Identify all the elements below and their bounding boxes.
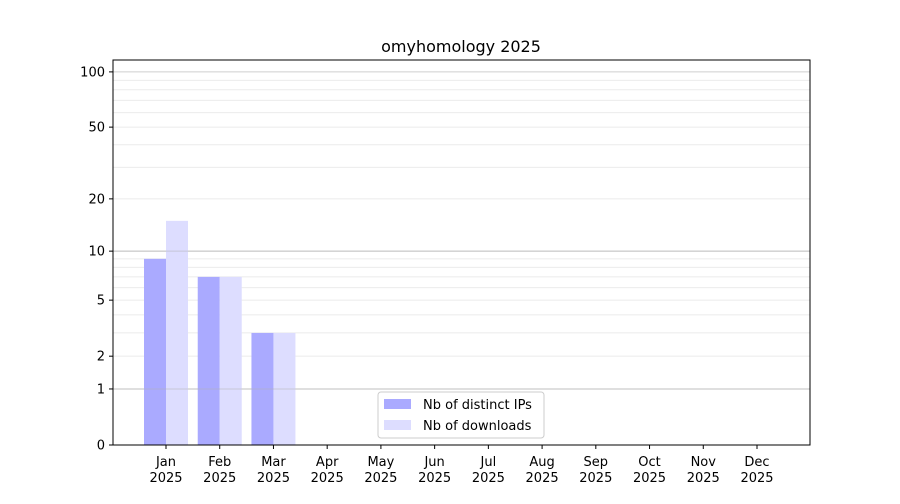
bar-distinct-ips bbox=[144, 258, 166, 445]
x-tick-label: 2025 bbox=[633, 471, 666, 486]
x-tick-label: Apr bbox=[316, 455, 339, 470]
y-tick-label: 100 bbox=[80, 65, 105, 80]
x-tick-label: 2025 bbox=[418, 471, 451, 486]
x-tick-label: 2025 bbox=[203, 471, 236, 486]
x-tick-label: 2025 bbox=[149, 471, 182, 486]
x-tick-label: Jun bbox=[423, 455, 444, 470]
x-tick-label: 2025 bbox=[740, 471, 773, 486]
x-tick-label: Aug bbox=[529, 455, 554, 470]
legend-label-downloads: Nb of downloads bbox=[423, 419, 532, 434]
x-tick-label: 2025 bbox=[311, 471, 344, 486]
x-tick-label: 2025 bbox=[526, 471, 559, 486]
y-tick-label: 20 bbox=[88, 192, 105, 207]
bar-downloads bbox=[166, 220, 188, 445]
y-tick-label: 0 bbox=[97, 439, 105, 454]
y-tick-label: 1 bbox=[97, 382, 105, 397]
x-tick-label: 2025 bbox=[257, 471, 290, 486]
x-tick-label: May bbox=[367, 455, 394, 470]
y-tick-label: 5 bbox=[97, 294, 105, 309]
chart-title: omyhomology 2025 bbox=[381, 37, 541, 56]
plot-frame bbox=[112, 59, 811, 446]
x-tick-label: Jul bbox=[480, 455, 497, 470]
bar-downloads bbox=[219, 276, 242, 445]
legend: Nb of distinct IPs Nb of downloads bbox=[377, 391, 545, 439]
x-tick-label: 2025 bbox=[687, 471, 720, 486]
x-tick-label: Jan bbox=[155, 455, 176, 470]
x-tick-label: Dec bbox=[744, 455, 769, 470]
x-tick-label: Feb bbox=[208, 455, 231, 470]
x-tick-label: 2025 bbox=[472, 471, 505, 486]
y-tick-label: 2 bbox=[97, 350, 105, 365]
x-tick-label: Oct bbox=[638, 455, 660, 470]
y-tick-label: 10 bbox=[88, 245, 105, 260]
x-tick-label: Mar bbox=[261, 455, 286, 470]
legend-swatch-downloads bbox=[384, 420, 411, 430]
y-tick-label: 50 bbox=[88, 121, 105, 136]
x-tick-label: Nov bbox=[691, 455, 717, 470]
x-tick-label: Sep bbox=[584, 455, 609, 470]
legend-swatch-ips bbox=[384, 399, 411, 409]
bar-distinct-ips bbox=[197, 276, 220, 445]
x-tick-label: 2025 bbox=[364, 471, 397, 486]
x-tick-label: 2025 bbox=[579, 471, 612, 486]
legend-label-ips: Nb of distinct IPs bbox=[423, 398, 532, 413]
